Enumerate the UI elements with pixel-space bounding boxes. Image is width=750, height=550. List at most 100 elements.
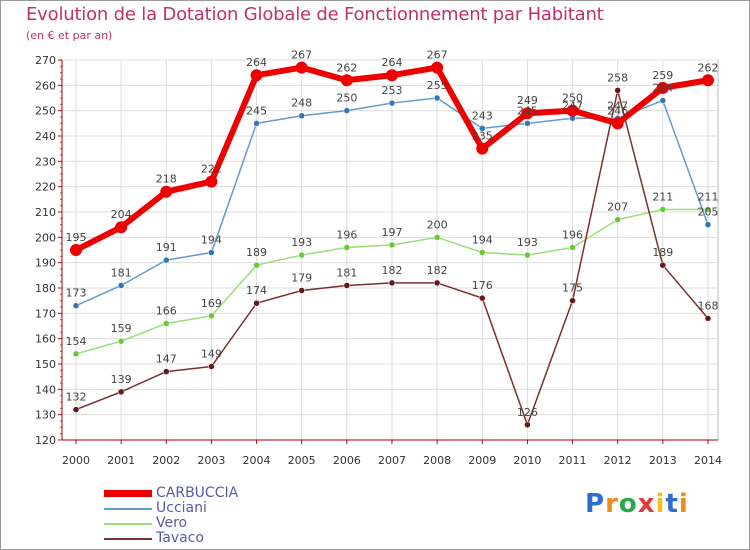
point-ucciani	[388, 99, 396, 107]
data-label-ucciani: 253	[381, 84, 402, 97]
point-vero	[614, 216, 621, 223]
point-carbuccia	[250, 69, 263, 82]
data-label-carbuccia: 204	[111, 208, 132, 221]
y-tick-label: 130	[35, 409, 56, 422]
point-tavaco	[208, 363, 215, 370]
point-vero	[704, 206, 712, 213]
data-label-ucciani: 173	[66, 287, 87, 300]
y-tick-label: 120	[35, 434, 56, 447]
legend-label-carbuccia: CARBUCCIA	[156, 485, 239, 501]
x-tick-label: 2000	[62, 454, 90, 467]
data-label-carbuccia: 262	[697, 61, 718, 74]
point-vero	[208, 312, 215, 320]
data-label-tavaco: 179	[291, 272, 312, 285]
point-carbuccia	[431, 61, 444, 74]
point-vero	[659, 206, 667, 213]
x-tick-label: 2012	[604, 454, 632, 467]
y-tick-label: 260	[35, 79, 56, 92]
data-label-vero: 194	[472, 234, 493, 247]
data-label-carbuccia: 246	[607, 104, 628, 117]
data-label-tavaco: 147	[156, 353, 177, 366]
data-label-carbuccia: 259	[652, 69, 673, 82]
data-label-carbuccia: 264	[246, 56, 267, 69]
data-label-carbuccia: 195	[66, 231, 87, 244]
x-tick-label: 2009	[468, 454, 496, 467]
data-label-ucciani: 248	[291, 97, 312, 110]
data-label-carbuccia: 249	[517, 94, 538, 107]
point-tavaco	[72, 406, 80, 413]
y-tick-label: 250	[35, 105, 56, 118]
x-tick-label: 2003	[197, 454, 225, 467]
point-tavaco	[479, 294, 486, 302]
legend-label-tavaco: Tavaco	[156, 530, 204, 546]
point-ucciani	[117, 282, 125, 289]
point-tavaco	[298, 287, 305, 294]
chart-subtitle: (en € et par an)	[26, 29, 113, 42]
data-label-tavaco: 176	[472, 279, 493, 292]
point-tavaco	[614, 87, 621, 94]
point-carbuccia	[656, 81, 669, 94]
y-tick-label: 170	[35, 307, 56, 320]
y-tick-label: 220	[35, 181, 56, 194]
data-label-vero: 196	[562, 228, 583, 241]
data-label-ucciani: 243	[472, 109, 493, 122]
point-ucciani	[659, 97, 667, 104]
point-tavaco	[117, 388, 125, 396]
point-vero	[298, 251, 305, 259]
data-label-ucciani: 255	[427, 79, 448, 92]
point-vero	[253, 261, 260, 269]
x-tick-label: 2004	[243, 454, 271, 467]
data-label-ucciani: 194	[201, 234, 222, 247]
point-vero	[163, 320, 170, 327]
data-label-carbuccia: 222	[201, 163, 222, 176]
data-label-tavaco: 149	[201, 348, 222, 361]
data-label-tavaco: 139	[111, 373, 132, 386]
data-label-ucciani: 247	[562, 99, 583, 112]
x-tick-label: 2006	[333, 454, 361, 467]
y-tick-label: 140	[35, 383, 56, 396]
legend-swatch-vero	[104, 523, 152, 525]
point-tavaco	[343, 282, 351, 289]
data-label-carbuccia: 235	[472, 130, 493, 143]
point-carbuccia	[340, 74, 353, 87]
point-vero	[117, 337, 125, 345]
data-label-tavaco: 258	[607, 71, 628, 84]
data-label-vero: 193	[291, 236, 312, 249]
y-tick-label: 210	[35, 206, 56, 219]
logo-letter: i	[655, 489, 666, 519]
data-label-carbuccia: 250	[562, 92, 583, 105]
data-label-carbuccia: 264	[381, 56, 402, 69]
data-label-ucciani: 245	[246, 104, 267, 117]
point-ucciani	[298, 112, 305, 119]
logo-letter: r	[605, 489, 619, 519]
point-carbuccia	[521, 107, 534, 120]
data-labels: 154 159 166 169 189 193 196 197 200 194 193 196 207 2…	[66, 49, 719, 419]
point-ucciani	[208, 249, 215, 256]
axes: 120 130 140 150 160 170 180 190 200 210 220 230 240 2…	[35, 54, 722, 467]
data-label-tavaco: 181	[336, 266, 357, 279]
data-label-vero: 159	[111, 322, 132, 335]
legend-label-vero: Vero	[156, 515, 188, 531]
point-tavaco	[433, 279, 441, 287]
x-tick-label: 2007	[378, 454, 406, 467]
data-label-tavaco: 132	[66, 391, 87, 404]
data-label-ucciani: 181	[111, 266, 132, 279]
y-tick-label: 200	[35, 231, 56, 244]
point-ucciani	[479, 125, 486, 132]
point-ucciani	[163, 256, 170, 264]
point-tavaco	[388, 279, 396, 287]
point-vero	[524, 251, 531, 259]
y-tick-label: 180	[35, 282, 56, 295]
legend-swatch-tavaco	[104, 538, 152, 540]
y-tick-label: 240	[35, 130, 56, 143]
data-label-tavaco: 189	[652, 246, 673, 259]
data-label-vero: 154	[66, 335, 87, 348]
x-tick-label: 2013	[649, 454, 677, 467]
point-vero	[343, 244, 351, 251]
data-label-tavaco: 126	[517, 406, 538, 419]
point-ucciani	[253, 120, 260, 127]
data-label-tavaco: 182	[381, 264, 402, 277]
point-carbuccia	[70, 244, 82, 256]
data-label-tavaco: 175	[562, 282, 583, 295]
